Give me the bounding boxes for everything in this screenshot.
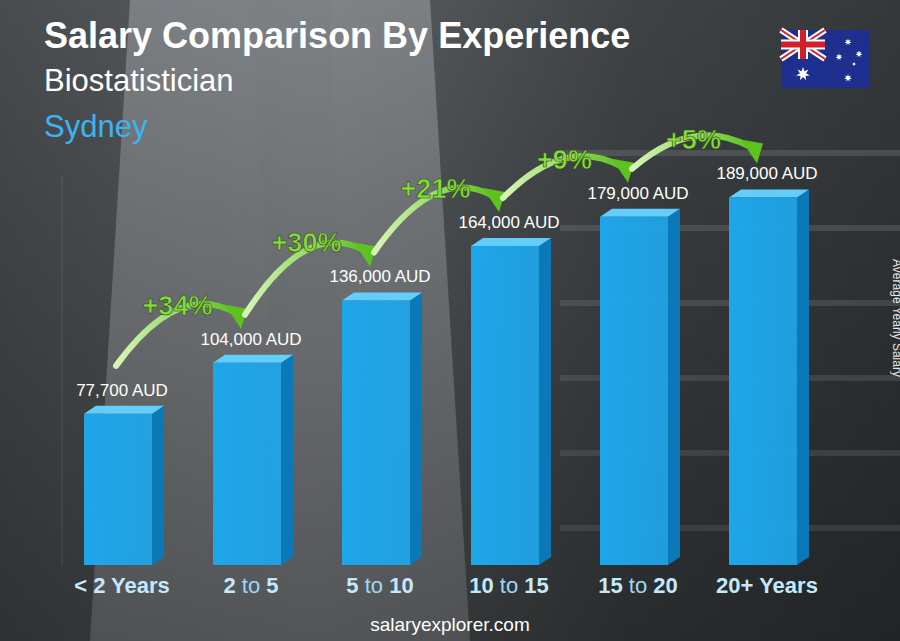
category-label-part: to [359, 573, 383, 598]
category-label: 2 to 5 [223, 573, 278, 598]
value-label: 77,700 AUD [76, 381, 168, 400]
value-label: 104,000 AUD [200, 330, 301, 349]
chart: Salary Comparison By Experience Biostatis… [0, 0, 900, 641]
bar [213, 363, 281, 565]
value-label: 189,000 AUD [716, 164, 817, 183]
bar-side [539, 238, 551, 565]
flag-saltire-red [781, 30, 825, 59]
flag-star [836, 54, 843, 61]
category-label-part: 20 [647, 573, 678, 598]
category-label-part: to [623, 573, 647, 598]
growth-arrowhead [741, 139, 763, 163]
bar-group [342, 292, 422, 565]
bar-top [342, 292, 422, 300]
bar-group [471, 238, 551, 565]
flag-star [796, 67, 810, 80]
title: Salary Comparison By Experience [44, 15, 630, 56]
bar-top [729, 189, 809, 197]
flag [781, 30, 870, 88]
location: Sydney [44, 109, 148, 144]
bar-top [213, 355, 293, 363]
bar-side [668, 209, 680, 565]
bar-top [600, 209, 680, 217]
bar-side [281, 355, 293, 565]
y-axis-line [62, 176, 63, 565]
bar-group [729, 189, 809, 565]
growth-label: +30% [272, 228, 342, 258]
growth-label: +21% [401, 174, 471, 204]
category-label-part: 15 [518, 573, 549, 598]
category-label-part: to [494, 573, 518, 598]
flag-star [852, 62, 856, 66]
flag-field [781, 30, 870, 88]
bar-group [213, 355, 293, 565]
bars [84, 189, 809, 565]
growth-label: +9% [537, 145, 592, 175]
category-label-part: 5 [260, 573, 278, 598]
flag-star [856, 51, 863, 58]
flag-star [844, 74, 852, 82]
bar-top [471, 238, 551, 246]
growth-label: +34% [143, 291, 213, 321]
value-label: 136,000 AUD [329, 267, 430, 286]
category-label-part: 2 [223, 573, 235, 598]
growth-label: +5% [666, 125, 721, 155]
source: salaryexplorer.com [370, 614, 529, 635]
category-label: 10 to 15 [469, 573, 549, 598]
bar [342, 300, 410, 565]
flag-cross-red [781, 42, 825, 48]
category-label: 20+ Years [716, 573, 818, 598]
bar-group [600, 209, 680, 565]
bar [729, 197, 797, 565]
value-label: 164,000 AUD [458, 213, 559, 232]
category-label-part: 10 [469, 573, 493, 598]
category-label-part: 5 [346, 573, 358, 598]
bg-shade [0, 0, 900, 641]
category-label: < 2 Years [74, 573, 170, 598]
background [0, 0, 900, 641]
category-label: 15 to 20 [598, 573, 678, 598]
bar-top [84, 406, 164, 414]
value-label: 179,000 AUD [587, 184, 688, 203]
category-label-part: to [236, 573, 260, 598]
category-label-part: 15 [598, 573, 622, 598]
subtitle: Biostatistician [44, 63, 234, 98]
bar [600, 217, 668, 565]
flag-saltire [781, 30, 825, 59]
bar-side [797, 189, 809, 565]
bar-side [152, 406, 164, 565]
bar-group [84, 406, 164, 565]
bar [471, 246, 539, 565]
y-axis-label: Average Yearly Salary [890, 259, 900, 377]
category-label: 5 to 10 [346, 573, 413, 598]
bar [84, 414, 152, 565]
flag-star [845, 39, 852, 46]
bar-side [410, 292, 422, 565]
category-label-part: 10 [383, 573, 414, 598]
